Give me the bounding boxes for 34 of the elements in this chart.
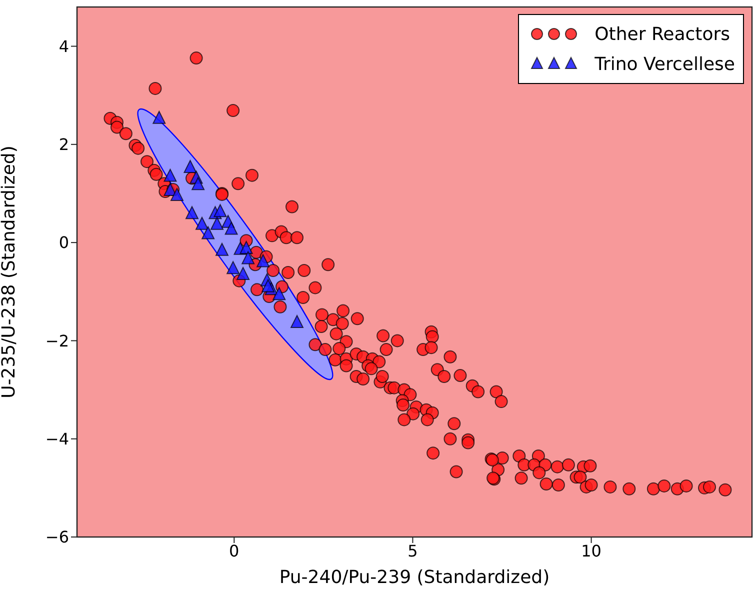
point — [184, 160, 197, 173]
y-tick-label: 4 — [58, 36, 69, 56]
y-tick-label: −4 — [45, 430, 69, 449]
point — [210, 216, 224, 230]
x-axis-title: Pu-240/Pu-239 (Standardized) — [279, 567, 550, 588]
point — [216, 242, 228, 256]
y-axis-title: U-235/U-238 (Standardized) — [0, 146, 20, 398]
point — [224, 222, 238, 235]
point — [170, 188, 184, 201]
point — [242, 251, 255, 264]
y-tick-label: −6 — [45, 528, 69, 547]
point — [192, 177, 205, 190]
x-tick-label: 5 — [408, 541, 418, 560]
legend-label: Other Reactors — [594, 24, 730, 44]
point — [256, 254, 270, 268]
point — [196, 216, 208, 230]
point — [240, 240, 253, 254]
legend-label: Trino Vercellese — [594, 54, 735, 74]
point — [272, 287, 286, 300]
point — [186, 206, 198, 220]
x-tick-label: 10 — [581, 541, 602, 560]
point — [214, 204, 227, 218]
y-tick-label: 0 — [58, 233, 69, 252]
point — [202, 226, 215, 240]
x-tick-label: 0 — [229, 541, 240, 560]
point — [226, 261, 240, 274]
y-tick-label: −2 — [45, 331, 69, 350]
point — [164, 168, 177, 182]
point — [236, 266, 250, 280]
y-tick-label: 2 — [58, 135, 69, 154]
point — [262, 279, 275, 292]
point — [152, 110, 166, 124]
point — [164, 183, 177, 196]
point — [290, 315, 304, 328]
